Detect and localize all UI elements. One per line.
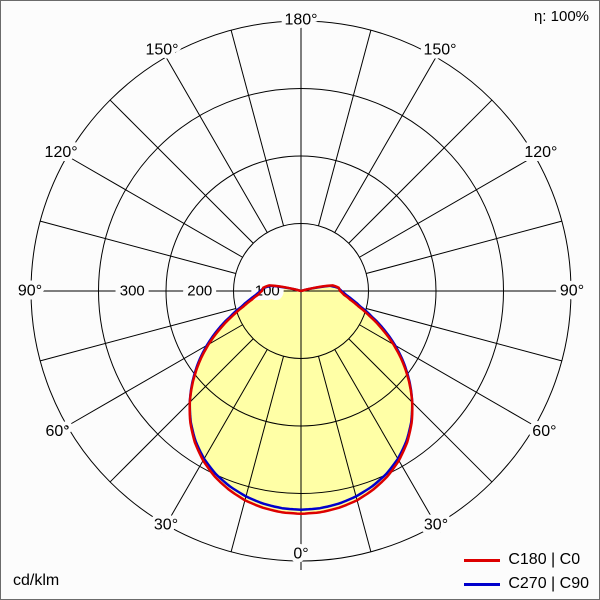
angle-label-60-left: 60° — [45, 423, 69, 440]
grid-radial-330 — [165, 349, 268, 526]
legend: C180 | C0 C270 | C90 — [464, 551, 589, 593]
angle-label-30-right: 30° — [424, 516, 448, 533]
scale-label-200: 200 — [187, 283, 212, 300]
grid-radial-300 — [66, 324, 243, 427]
grid-radial-15 — [317, 356, 372, 552]
angle-tick-210 — [161, 49, 167, 58]
grid-radial-120 — [359, 155, 536, 258]
angle-tick-120 — [534, 151, 543, 157]
grid-radial-345 — [230, 356, 285, 552]
legend-item-c90: C270 | C90 — [464, 575, 589, 593]
legend-swatch-c180-c0 — [464, 558, 501, 562]
grid-radial-60 — [359, 324, 536, 427]
angle-label-180-right: 180° — [284, 12, 317, 29]
unit-label: cd/klm — [13, 572, 60, 589]
angle-tick-330 — [161, 524, 167, 533]
angle-label-150-right: 150° — [423, 42, 456, 59]
angle-tick-30 — [435, 524, 441, 533]
angle-tick-300 — [59, 425, 68, 431]
legend-swatch-c270-c90 — [464, 582, 501, 586]
angle-tick-60 — [534, 425, 543, 431]
grid-radial-315 — [109, 338, 254, 483]
angle-label-120-right: 120° — [524, 144, 557, 161]
grid-radial-135 — [348, 99, 493, 244]
grid-radial-225 — [109, 99, 254, 244]
angle-label-90-right: 90° — [560, 283, 584, 300]
angle-label-60-right: 60° — [532, 423, 556, 440]
grid-radial-105 — [366, 220, 562, 275]
legend-item-c0: C180 | C0 — [464, 551, 580, 569]
grid-radial-165 — [317, 30, 372, 226]
grid-radial-150 — [334, 56, 437, 233]
angle-label-90-left: 90° — [18, 283, 42, 300]
angle-label-150-left: 150° — [145, 42, 178, 59]
grid-radial-75 — [366, 307, 562, 362]
angle-label-30-left: 30° — [154, 516, 178, 533]
grid-radial-285 — [40, 307, 236, 362]
grid-radial-45 — [348, 338, 493, 483]
grid-radial-30 — [334, 349, 437, 526]
grid-radial-255 — [40, 220, 236, 275]
angle-tick-240 — [59, 151, 68, 157]
grid-radial-195 — [230, 30, 285, 226]
legend-label-c270-c90: C270 | C90 — [508, 575, 589, 592]
grid-radial-210 — [165, 56, 268, 233]
angle-tick-150 — [435, 49, 441, 58]
curve-c180-c0 — [188, 284, 414, 516]
angle-label-120-left: 120° — [45, 144, 78, 161]
scale-label-300: 300 — [120, 283, 145, 300]
grid-radial-240 — [66, 155, 243, 258]
angle-label-0-right: 0° — [293, 546, 308, 563]
efficiency-label: η: 100% — [533, 8, 589, 25]
legend-label-c180-c0: C180 | C0 — [508, 551, 581, 568]
